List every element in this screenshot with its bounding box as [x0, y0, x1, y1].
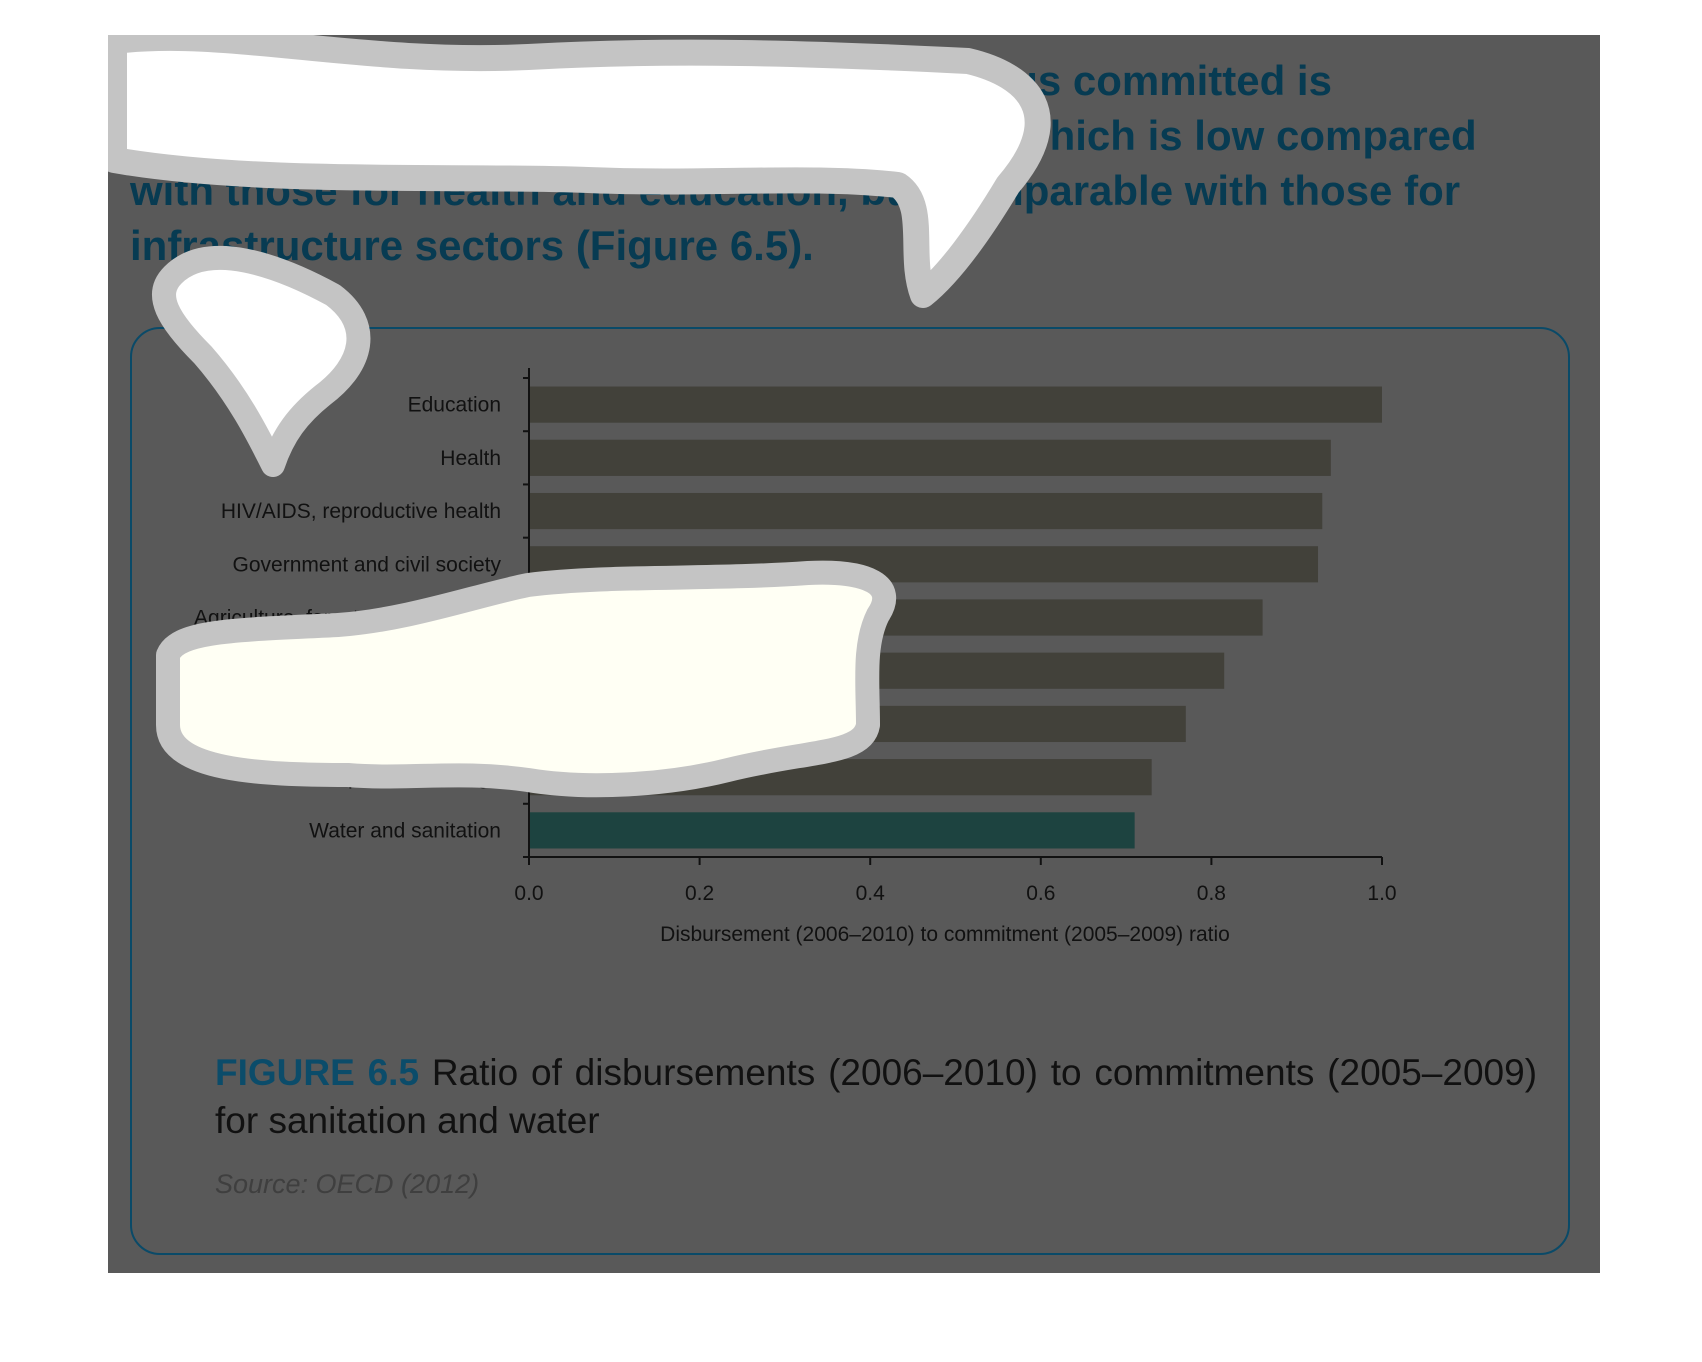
bar-8 — [529, 812, 1135, 849]
axes-group: 0.0 0.2 0.4 0.6 0.8 1.0 — [514, 368, 1397, 905]
bar-2 — [529, 492, 1323, 530]
category-label-6: Industry, mining and construction — [194, 713, 501, 736]
bar-3 — [529, 546, 1319, 583]
category-label-4: Agriculture, forestry and fisheries — [194, 607, 501, 630]
bar-4 — [529, 599, 1263, 636]
x-tick-label-1: 0.2 — [685, 882, 714, 905]
bar-1 — [529, 439, 1331, 476]
figure-source: Source: OECD (2012) — [215, 1169, 480, 1199]
x-tick-label-5: 1.0 — [1367, 882, 1396, 905]
category-labels-group: Education Health HIV/AIDS, reproductive he… — [194, 394, 501, 843]
figure-label: FIGURE 6.5 — [215, 1052, 420, 1093]
figure-title: Ratio of disbursements (2006–2010) to co… — [215, 1052, 1538, 1141]
x-tick-label-3: 0.6 — [1026, 882, 1055, 905]
figure-caption: FIGURE 6.5 Ratio of disbursements (2006–… — [215, 1049, 1537, 1145]
category-label-0: Education — [408, 394, 501, 417]
bar-chart: Education Health HIV/AIDS, reproductive he… — [194, 368, 1397, 946]
bar-0 — [529, 386, 1382, 423]
x-tick-label-2: 0.4 — [856, 882, 886, 905]
category-label-5: Energy — [434, 660, 501, 683]
document-page: The ratio of development aid disbursed v… — [108, 35, 1600, 1273]
category-label-7: Transport and storage — [295, 766, 501, 789]
figure-card: Education Health HIV/AIDS, reproductive he… — [130, 327, 1570, 1255]
bar-6 — [529, 705, 1186, 743]
lead-paragraph: The ratio of development aid disbursed v… — [130, 57, 1477, 269]
category-label-3: Government and civil society — [233, 553, 502, 576]
x-axis-label: Disbursement (2006–2010) to commitment (… — [660, 923, 1230, 946]
category-label-8: Water and sanitation — [309, 819, 501, 842]
bars-group — [529, 386, 1382, 849]
category-label-1: Health — [440, 447, 501, 470]
x-tick-label-0: 0.0 — [514, 882, 543, 905]
bar-5 — [529, 652, 1225, 689]
bar-7 — [529, 759, 1152, 796]
category-label-2: HIV/AIDS, reproductive health — [221, 500, 501, 523]
x-tick-label-4: 0.8 — [1197, 882, 1226, 905]
